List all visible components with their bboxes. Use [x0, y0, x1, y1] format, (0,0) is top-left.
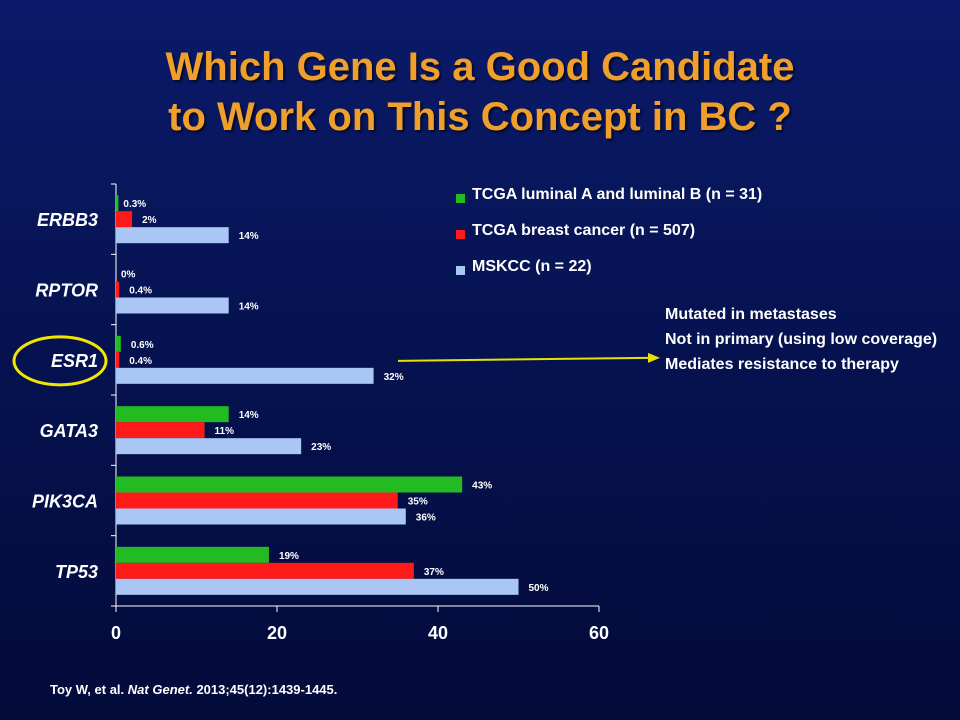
bar-gata3-series-1: [116, 406, 229, 423]
data-label-gata3-series-3: 23%: [311, 442, 331, 453]
slide-title-line-2: to Work on This Concept in BC ?: [168, 95, 792, 139]
bar-rptor-series-3: [116, 297, 229, 314]
x-tick-label-40: 40: [428, 623, 448, 643]
x-tick-label-0: 0: [111, 623, 121, 643]
bar-pik3ca-series-2: [116, 492, 398, 509]
data-label-tp53-series-3: 50%: [529, 583, 549, 594]
bar-erbb3-series-2: [116, 211, 133, 228]
category-label-esr1: ESR1: [51, 351, 98, 371]
data-label-gata3-series-2: 11%: [215, 426, 235, 437]
legend-swatch-mskcc: [456, 266, 465, 275]
data-label-esr1-series-2: 0.4%: [129, 356, 152, 367]
bar-pik3ca-series-1: [116, 476, 463, 493]
data-label-gata3-series-1: 14%: [239, 410, 259, 421]
x-tick-label-60: 60: [589, 623, 609, 643]
data-label-rptor-series-1: 0%: [121, 270, 136, 281]
bar-esr1-series-3: [116, 367, 374, 384]
data-label-pik3ca-series-2: 35%: [408, 497, 428, 508]
bar-gata3-series-2: [116, 422, 205, 439]
category-label-pik3ca: PIK3CA: [32, 492, 98, 512]
data-label-rptor-series-2: 0.4%: [129, 286, 152, 297]
bar-tp53-series-3: [116, 578, 519, 595]
bar-erbb3-series-3: [116, 227, 229, 244]
slide-title-line-1: Which Gene Is a Good Candidate: [165, 45, 795, 89]
data-label-tp53-series-1: 19%: [279, 551, 299, 562]
note-mutated-in-metastases: Mutated in metastases: [665, 306, 837, 323]
bar-erbb3-series-1: [116, 195, 119, 212]
data-label-erbb3-series-3: 14%: [239, 231, 259, 242]
legend-label-tcga-breast: TCGA breast cancer (n = 507): [472, 222, 696, 239]
bar-tp53-series-2: [116, 562, 414, 579]
pointer-arrow-line: [397, 356, 649, 362]
citation-journal: Nat Genet.: [127, 682, 193, 697]
highlight-circle: [12, 335, 108, 387]
esr1-notes: Mutated in metastases Not in primary (us…: [665, 305, 955, 380]
data-label-pik3ca-series-1: 43%: [472, 481, 492, 492]
legend-swatch-tcga-luminal: [456, 194, 465, 203]
citation-authors: Toy W, et al.: [50, 682, 125, 697]
bar-rptor-series-2: [116, 281, 120, 298]
category-label-rptor: RPTOR: [35, 281, 98, 301]
citation: Toy W, et al. Nat Genet. 2013;45(12):143…: [50, 682, 337, 697]
x-tick-label-20: 20: [267, 623, 287, 643]
legend-swatch-tcga-breast: [456, 230, 465, 239]
data-label-rptor-series-3: 14%: [239, 302, 259, 313]
legend-label-tcga-luminal: TCGA luminal A and luminal B (n = 31): [472, 186, 763, 203]
slide-title: Which Gene Is a Good Candidate to Work o…: [0, 42, 960, 142]
bar-esr1-series-1: [116, 335, 121, 352]
data-label-pik3ca-series-3: 36%: [416, 513, 436, 524]
bar-esr1-series-2: [116, 351, 120, 368]
data-label-esr1-series-3: 32%: [384, 372, 404, 383]
citation-details: 2013;45(12):1439-1445.: [196, 682, 338, 697]
note-not-in-primary: Not in primary (using low coverage): [665, 331, 938, 348]
category-label-gata3: GATA3: [40, 421, 98, 441]
pointer-arrow-head: [648, 352, 660, 363]
bar-tp53-series-1: [116, 546, 269, 563]
data-label-tp53-series-2: 37%: [424, 567, 444, 578]
category-label-erbb3: ERBB3: [37, 210, 98, 230]
note-resistance: Mediates resistance to therapy: [665, 356, 899, 373]
category-label-tp53: TP53: [55, 562, 98, 582]
data-label-erbb3-series-1: 0.3%: [123, 199, 146, 210]
data-label-erbb3-series-2: 2%: [142, 215, 157, 226]
bar-gata3-series-3: [116, 438, 302, 455]
data-label-esr1-series-1: 0.6%: [131, 340, 154, 351]
legend-label-mskcc: MSKCC (n = 22): [472, 258, 592, 275]
bar-pik3ca-series-3: [116, 508, 406, 525]
